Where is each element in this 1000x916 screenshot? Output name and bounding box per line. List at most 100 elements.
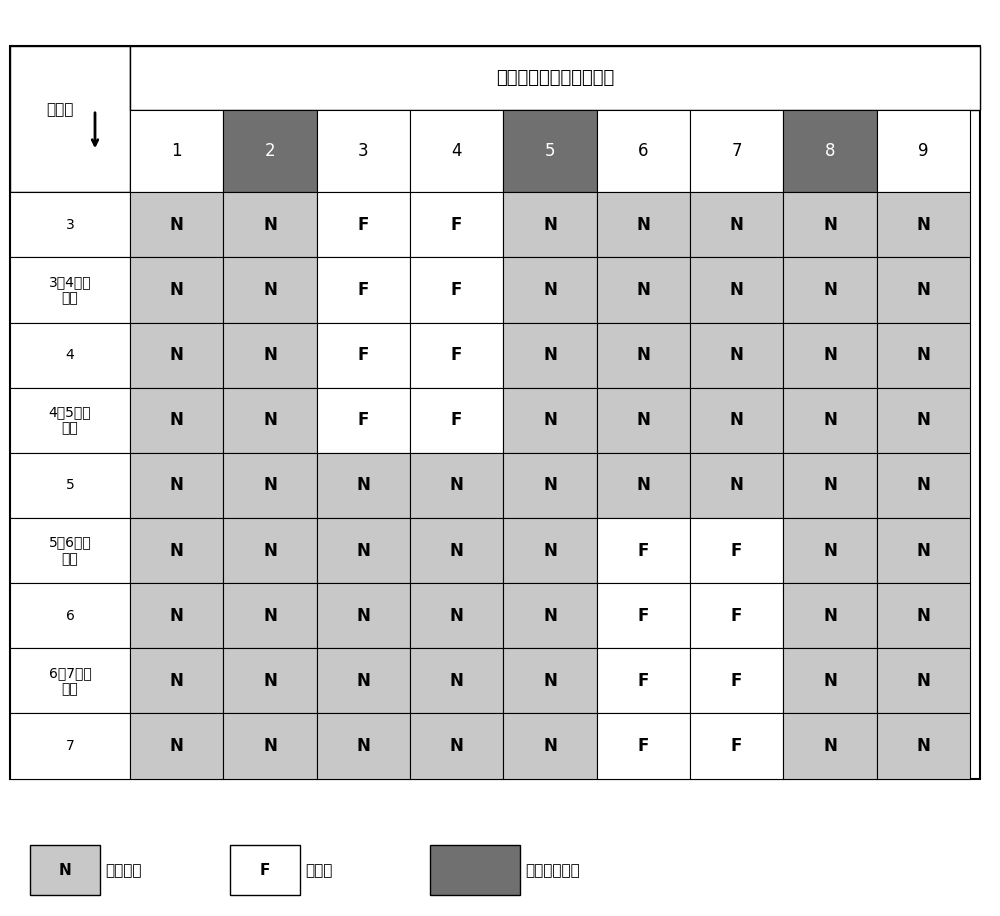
Bar [690, 192, 783, 257]
Bar [597, 387, 690, 453]
Bar [503, 714, 597, 779]
Text: N: N [543, 672, 557, 690]
Bar [317, 518, 410, 583]
Text: N: N [356, 737, 370, 755]
Text: F: F [731, 737, 742, 755]
Bar [10, 714, 130, 779]
Text: N: N [823, 216, 837, 234]
Text: N: N [543, 541, 557, 560]
Text: N: N [916, 737, 930, 755]
Bar [690, 387, 783, 453]
Bar [783, 192, 877, 257]
Text: N: N [263, 346, 277, 365]
Bar [230, 845, 300, 896]
Bar [223, 714, 317, 779]
Bar [410, 322, 503, 387]
Text: 3: 3 [66, 218, 74, 232]
Bar [317, 257, 410, 322]
Bar [690, 110, 783, 192]
Bar [877, 110, 970, 192]
Bar [317, 583, 410, 649]
Bar [503, 192, 597, 257]
Text: N: N [823, 672, 837, 690]
Text: N: N [263, 476, 277, 495]
Text: 一无闪络: 一无闪络 [105, 863, 142, 878]
Bar [223, 583, 317, 649]
Text: N: N [356, 476, 370, 495]
Text: F: F [358, 411, 369, 430]
Text: F: F [260, 863, 270, 878]
Bar [503, 583, 597, 649]
Bar [10, 518, 130, 583]
Bar [223, 649, 317, 714]
Text: N: N [170, 411, 184, 430]
Text: N: N [59, 863, 71, 878]
Bar [597, 583, 690, 649]
Bar [410, 453, 503, 518]
Text: F: F [358, 346, 369, 365]
Bar [597, 192, 690, 257]
Text: N: N [730, 346, 744, 365]
Bar [317, 387, 410, 453]
Text: N: N [916, 476, 930, 495]
Text: N: N [263, 411, 277, 430]
Text: 2: 2 [265, 142, 275, 160]
Bar [317, 649, 410, 714]
Bar [130, 257, 223, 322]
Bar [783, 110, 877, 192]
Text: N: N [450, 541, 464, 560]
Bar [877, 322, 970, 387]
Bar [503, 322, 597, 387]
Text: N: N [543, 346, 557, 365]
Bar [10, 322, 130, 387]
Bar [783, 518, 877, 583]
Bar [690, 518, 783, 583]
Text: N: N [263, 281, 277, 299]
Bar [503, 518, 597, 583]
Bar [503, 110, 597, 192]
Bar [783, 649, 877, 714]
Bar [130, 649, 223, 714]
Bar [223, 192, 317, 257]
Text: N: N [170, 606, 184, 625]
Text: N: N [636, 411, 650, 430]
Text: 7: 7 [731, 142, 742, 160]
Text: N: N [450, 606, 464, 625]
Bar [783, 257, 877, 322]
Bar [130, 583, 223, 649]
Text: N: N [916, 281, 930, 299]
Text: N: N [543, 737, 557, 755]
Bar [130, 192, 223, 257]
Bar [783, 714, 877, 779]
Text: N: N [170, 216, 184, 234]
Text: N: N [543, 281, 557, 299]
Bar [317, 192, 410, 257]
Text: 7: 7 [66, 739, 74, 753]
Text: N: N [543, 476, 557, 495]
Text: 1: 1 [171, 142, 182, 160]
Text: N: N [636, 281, 650, 299]
Text: 6: 6 [638, 142, 649, 160]
Text: 3: 3 [358, 142, 369, 160]
Bar [877, 518, 970, 583]
Text: F: F [451, 281, 462, 299]
Text: N: N [543, 216, 557, 234]
Text: N: N [823, 476, 837, 495]
Text: N: N [730, 216, 744, 234]
Text: 5: 5 [545, 142, 555, 160]
Bar [410, 714, 503, 779]
Text: N: N [823, 606, 837, 625]
Bar [690, 583, 783, 649]
Text: N: N [823, 541, 837, 560]
Bar [877, 387, 970, 453]
Bar [10, 387, 130, 453]
Text: F: F [451, 216, 462, 234]
Bar [10, 192, 130, 257]
Text: N: N [543, 411, 557, 430]
Text: N: N [356, 541, 370, 560]
Bar [410, 387, 503, 453]
Bar [223, 453, 317, 518]
Text: N: N [823, 281, 837, 299]
Bar [410, 110, 503, 192]
Bar [597, 257, 690, 322]
